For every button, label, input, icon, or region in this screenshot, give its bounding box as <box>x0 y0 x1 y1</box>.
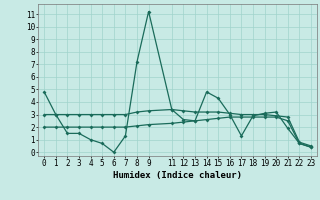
X-axis label: Humidex (Indice chaleur): Humidex (Indice chaleur) <box>113 171 242 180</box>
